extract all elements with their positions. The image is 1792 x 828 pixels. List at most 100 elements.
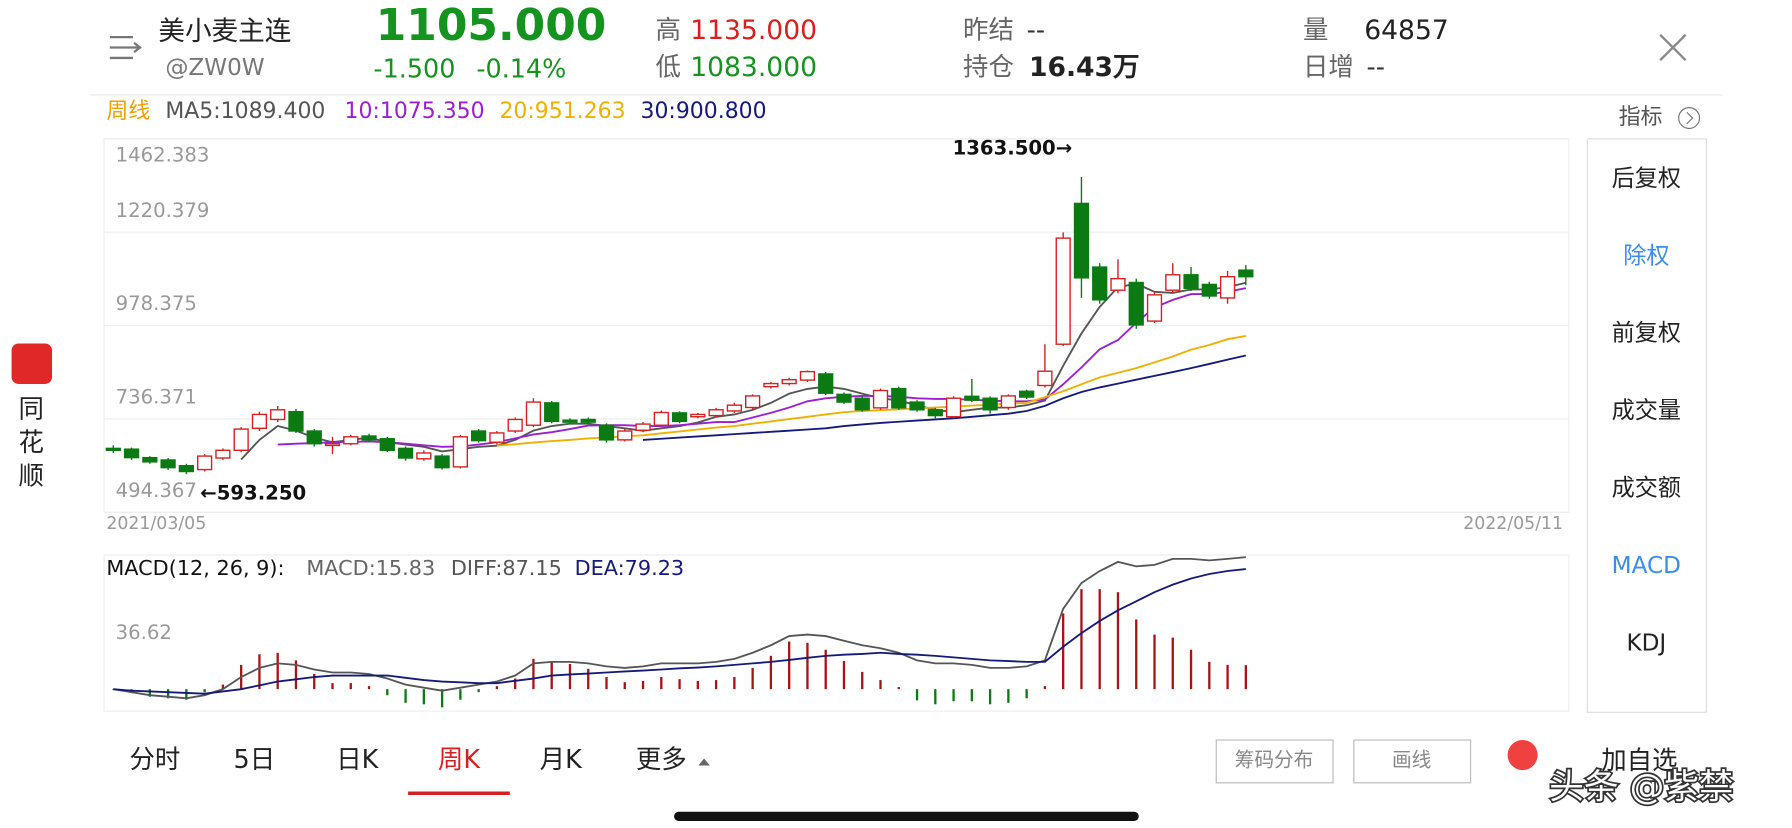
macd-bar (422, 689, 425, 705)
macd-bar (769, 655, 773, 690)
high-annotation: 1363.500→ (953, 137, 1073, 160)
candle-body (1183, 274, 1199, 289)
candle-body (1146, 294, 1163, 322)
macd-bar (1025, 689, 1028, 699)
candle-body (343, 436, 359, 445)
price-change-pct: -0.14% (476, 54, 566, 84)
candle-body (270, 409, 286, 421)
indicator-icon[interactable] (1678, 107, 1701, 130)
indicator-arrow (1686, 111, 1694, 125)
macd-bar (148, 689, 151, 697)
candle-body (964, 395, 980, 401)
macd-bar (714, 680, 718, 690)
prev-settle-value: -- (1027, 14, 1045, 44)
candle-body (1000, 395, 1017, 409)
more-arrow (698, 758, 710, 766)
macd-bar (1171, 637, 1174, 690)
menu-item[interactable]: 除权 (1623, 243, 1669, 269)
macd-bar (495, 686, 499, 690)
button-frame[interactable] (1215, 739, 1334, 784)
tool-button[interactable]: 筹码分布 (1235, 748, 1314, 771)
daily-increase-value: -- (1367, 51, 1385, 81)
prev-settle-label: 昨结 (963, 14, 1014, 44)
menu-item[interactable]: 前复权 (1612, 321, 1681, 347)
macd-bar (934, 689, 937, 705)
indicator-button[interactable]: 指标 (1619, 105, 1663, 130)
y-tick-label: 978.375 (116, 292, 197, 315)
macd-plot-frame (103, 554, 1570, 712)
high-label: 高 (656, 14, 681, 44)
tab[interactable]: 分时 (129, 744, 180, 774)
macd-bar (1062, 613, 1065, 690)
macd-bar (696, 680, 699, 690)
macd-bar (1043, 686, 1047, 690)
macd-bar (1080, 589, 1083, 690)
candle-body (178, 465, 194, 473)
app-name: 顺 (19, 461, 44, 491)
macd-bar (1098, 589, 1101, 690)
candle-body (452, 436, 469, 468)
menu-item[interactable]: 后复权 (1612, 166, 1681, 192)
candle-body (1092, 266, 1108, 301)
candle-body (525, 401, 542, 426)
macd-bar (477, 689, 480, 693)
macd-bar (258, 654, 261, 690)
macd-bar (349, 683, 352, 690)
macd-bar (806, 642, 809, 690)
menu-item[interactable]: 成交量 (1612, 398, 1681, 424)
ma-line (277, 287, 1247, 448)
button-frame[interactable] (1353, 739, 1472, 784)
legend-entry: 20:951.263 (499, 99, 625, 124)
low-value: 1083.000 (690, 52, 817, 83)
menu-item[interactable]: KDJ (1626, 631, 1666, 657)
macd-line (113, 568, 1246, 695)
menu-item[interactable]: MACD (1612, 553, 1681, 579)
macd-bar (1153, 634, 1156, 690)
close-button[interactable] (1659, 33, 1687, 62)
instrument-name: 美小麦主连 (158, 16, 291, 47)
candle-body (818, 373, 834, 394)
candle-body (1128, 281, 1144, 326)
macd-bar (824, 649, 827, 690)
candle-body (1219, 276, 1236, 299)
tab[interactable]: 更多 (636, 744, 687, 774)
tool-button[interactable]: 画线 (1392, 748, 1431, 771)
add-watchlist[interactable]: 加自选 (1601, 745, 1677, 775)
tab[interactable]: 月K (540, 744, 583, 774)
candle-body (233, 428, 249, 451)
candle-body (854, 397, 870, 411)
macd-bar (1135, 619, 1138, 690)
candle-body (544, 402, 560, 423)
menu-item[interactable]: 成交额 (1612, 476, 1681, 502)
macd-bar (568, 663, 572, 690)
x-start-label: 2021/03/05 (106, 514, 206, 534)
macd-bar (1189, 649, 1193, 690)
macd-bar (788, 641, 791, 690)
candle-body (635, 423, 651, 431)
tab[interactable]: 周K (438, 744, 481, 774)
candle-body (1037, 370, 1053, 387)
instrument-code: @ZW0W (165, 55, 264, 81)
candle-body (891, 387, 907, 409)
candle-body (690, 413, 706, 418)
candle-body (379, 438, 395, 451)
macd-bar (842, 660, 846, 690)
candle-body (909, 401, 925, 411)
macd-bar (1208, 661, 1211, 690)
macd-bar (879, 680, 882, 690)
candle-body (306, 430, 322, 445)
low-annotation: ←593.250 (200, 481, 306, 504)
last-price: 1105.000 (376, 0, 607, 51)
macd-bar (313, 674, 316, 690)
x-end-label: 2022/05/11 (1463, 514, 1563, 534)
macd-bar (1116, 592, 1120, 690)
candle-body (872, 389, 889, 409)
app-logo[interactable] (11, 343, 53, 384)
candle-body (982, 397, 998, 411)
macd-bar (605, 677, 608, 690)
macd-bar (733, 677, 736, 690)
menu-icon[interactable] (109, 35, 142, 60)
tab[interactable]: 5日 (234, 744, 276, 774)
tab[interactable]: 日K (336, 744, 379, 774)
